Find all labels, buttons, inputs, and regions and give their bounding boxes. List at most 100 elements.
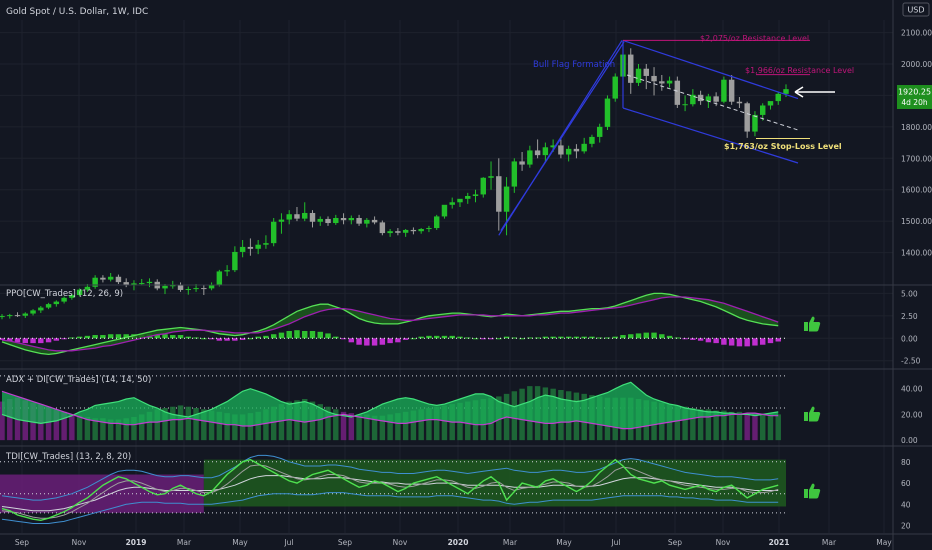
- ppo-histogram-bar: [364, 338, 369, 345]
- candle-body: [411, 230, 416, 231]
- ppo-tick-label: 2.50: [901, 312, 918, 321]
- candle-body: [271, 222, 276, 243]
- candle-body: [488, 176, 493, 178]
- adx-tick-label: 20.00: [901, 410, 923, 419]
- ppo-histogram-bar: [589, 337, 594, 339]
- candle-body: [519, 161, 524, 164]
- candle-body: [23, 314, 28, 316]
- adx-tick-label: 40.00: [901, 385, 923, 394]
- candle-body: [372, 220, 377, 223]
- ppo-histogram-bar: [201, 338, 206, 339]
- candle-body: [162, 286, 167, 289]
- adx-bar: [77, 416, 82, 440]
- ppo-histogram-bar: [69, 337, 74, 338]
- ppo-histogram-bar: [481, 338, 486, 339]
- last-price-badge: 1920.25 4d 20h: [897, 85, 932, 109]
- candle-body: [403, 230, 408, 233]
- tdi-label: TDI[CW_Trades] (13, 2, 8, 20): [5, 452, 131, 462]
- candle-body: [589, 137, 594, 144]
- candle-body: [527, 150, 532, 164]
- adx-bar: [760, 414, 765, 440]
- ppo-histogram-bar: [675, 337, 680, 338]
- candle-body: [255, 245, 260, 249]
- candle-body: [279, 220, 284, 222]
- resistance-1966-label: $1,966/oz Resistance Level: [745, 66, 854, 75]
- candle-body: [38, 308, 43, 311]
- candle-body: [108, 277, 113, 280]
- adx-bar: [768, 414, 773, 440]
- ppo-histogram-bar: [737, 338, 742, 346]
- ppo-histogram-bar: [597, 337, 602, 338]
- time-axis-label: Sep: [338, 538, 352, 547]
- adx-bar: [170, 407, 175, 440]
- candle-body: [776, 94, 781, 101]
- ppo-histogram-bar: [30, 338, 35, 343]
- candle-body: [310, 213, 315, 222]
- candle-body: [434, 216, 439, 228]
- ppo-histogram-bar: [310, 331, 315, 338]
- candle-body: [263, 243, 268, 245]
- candle-body: [380, 222, 385, 233]
- candle-body: [737, 102, 742, 104]
- ppo-histogram-bar: [713, 338, 718, 343]
- ppo-histogram-bar: [217, 338, 222, 340]
- time-axis-label: Mar: [822, 538, 837, 547]
- candle-body: [659, 81, 664, 83]
- adx-tick-label: 0.00: [901, 436, 918, 445]
- candle-body: [100, 278, 105, 280]
- adx-bar: [193, 408, 198, 440]
- candle-body: [682, 104, 687, 105]
- candle-body: [224, 270, 229, 271]
- candle-body: [706, 96, 711, 101]
- candle-body: [535, 150, 540, 155]
- candle-body: [30, 310, 35, 313]
- candle-body: [605, 99, 610, 127]
- ppo-histogram-bar: [162, 334, 167, 338]
- candle-body: [636, 69, 641, 83]
- candle-body: [543, 147, 548, 155]
- ppo-tick-label: 5.00: [901, 289, 918, 298]
- candle-body: [667, 81, 672, 84]
- stop-loss-label: $1,763/oz Stop-Loss Level: [724, 142, 842, 151]
- ppo-histogram-bar: [651, 333, 656, 339]
- ppo-histogram-bar: [333, 337, 338, 339]
- time-axis-label: Jul: [283, 538, 293, 547]
- time-axis-label: 2020: [448, 538, 469, 547]
- candle-body: [713, 96, 718, 101]
- candle-body: [457, 199, 462, 202]
- candle-body: [54, 302, 59, 305]
- bar-countdown: 4d 20h: [901, 98, 927, 107]
- candle-body: [721, 80, 726, 102]
- candle-body: [651, 76, 656, 81]
- time-axis-label: Nov: [393, 538, 408, 547]
- time-axis[interactable]: Sep Nov 2019 Mar May Jul Sep Nov 2020 Mar May Jul Se…: [15, 538, 892, 547]
- bull-flag-label: Bull Flag Formation: [533, 60, 615, 70]
- candle-body: [341, 218, 346, 220]
- candle-body: [450, 202, 455, 205]
- ppo-histogram-bar: [279, 333, 284, 339]
- time-axis-label: May: [556, 538, 572, 547]
- ppo-histogram-bar: [527, 337, 532, 338]
- candle-body: [768, 101, 773, 105]
- candle-body: [123, 282, 128, 285]
- adx-bar: [178, 405, 183, 440]
- ppo-histogram-bar: [46, 338, 51, 342]
- ppo-histogram-bar: [77, 337, 82, 339]
- candle-body: [294, 214, 299, 218]
- time-axis-label: Jul: [610, 538, 620, 547]
- candle-body: [395, 231, 400, 233]
- candle-body: [387, 231, 392, 233]
- candle-body: [442, 205, 447, 217]
- adx-bar: [729, 412, 734, 440]
- candle-body: [574, 149, 579, 152]
- candle-body: [178, 285, 183, 290]
- candle-body: [349, 218, 354, 220]
- candle-body: [232, 252, 237, 270]
- candle-body: [333, 218, 338, 223]
- candle-body: [496, 176, 501, 212]
- time-axis-label: Nov: [716, 538, 731, 547]
- ppo-histogram-bar: [613, 337, 618, 339]
- candle-body: [0, 316, 5, 317]
- ppo-histogram-bar: [116, 334, 121, 338]
